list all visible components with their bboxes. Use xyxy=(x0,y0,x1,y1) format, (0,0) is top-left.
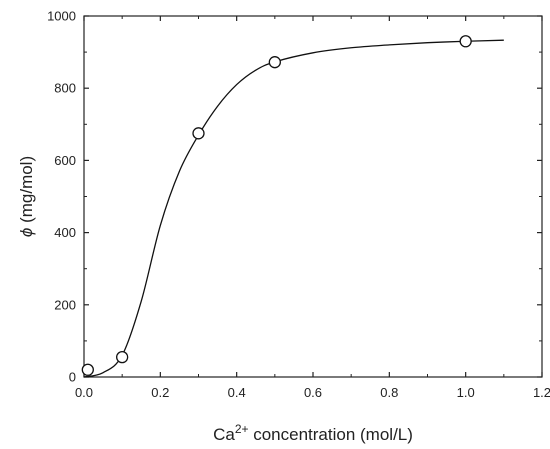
x-axis-title: Ca2+ concentration (mol/L) xyxy=(213,422,413,444)
fit-curve-layer xyxy=(83,39,504,378)
y-tick-label: 600 xyxy=(54,153,76,168)
x-axis-title-prefix: Ca xyxy=(213,425,235,444)
x-tick-label: 0.4 xyxy=(228,385,246,400)
x-tick-label: 0.2 xyxy=(151,385,169,400)
plot-area-border xyxy=(83,15,543,378)
data-point xyxy=(459,35,472,48)
y-tick-label: 0 xyxy=(69,370,76,385)
y-tick-label: 1000 xyxy=(47,9,76,24)
y-tick-label: 400 xyxy=(54,225,76,240)
data-point xyxy=(192,127,205,140)
y-tick-label: 200 xyxy=(54,297,76,312)
x-axis-title-suffix: concentration (mol/L) xyxy=(249,425,413,444)
x-tick-label: 1.0 xyxy=(457,385,475,400)
data-point xyxy=(81,363,94,376)
x-tick-label: 0.6 xyxy=(304,385,322,400)
y-axis-title-symbol: ϕ xyxy=(17,228,36,237)
x-tick-label: 1.2 xyxy=(533,385,550,400)
y-axis-ticks: 0 200 400 600 800 1000 xyxy=(47,9,542,385)
x-tick-label: 0.0 xyxy=(75,385,93,400)
x-axis-title-superscript: 2+ xyxy=(235,422,249,436)
x-axis-ticks: 0.0 0.2 0.4 0.6 0.8 1.0 1.2 xyxy=(75,16,550,400)
x-tick-label: 0.8 xyxy=(380,385,398,400)
y-axis-title: ϕ (mg/mol) xyxy=(17,156,36,237)
fit-curve xyxy=(83,39,504,378)
data-point xyxy=(268,56,281,69)
data-point xyxy=(116,350,129,364)
data-points-layer xyxy=(81,35,472,376)
y-tick-label: 800 xyxy=(54,81,76,96)
y-axis-title-text: (mg/mol) xyxy=(17,156,36,228)
plot-frame xyxy=(83,15,543,378)
